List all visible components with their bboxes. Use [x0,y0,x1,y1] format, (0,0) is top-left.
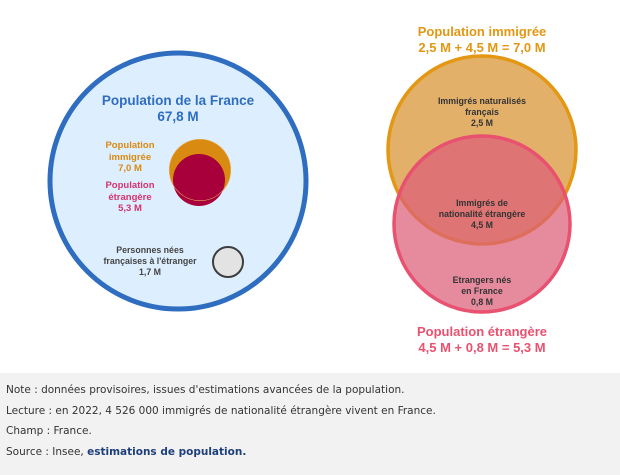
etrangere-small-title-1: Population [105,180,155,191]
source-line: Source : Insee, estimations de populatio… [6,442,614,463]
note-line: Note : données provisoires, issues d'est… [6,384,405,396]
source-link[interactable]: estimations de population. [87,445,247,458]
etrangere-big-circle [392,134,572,314]
nationalite-etrangere-label: Immigrés de nationalité étrangère 4,5 M [417,198,547,232]
etrangere-small-label: Population étrangère 5,3 M [90,180,170,215]
france-label: Population de la France 67,8 M [78,93,278,125]
nationalite-value: 4,5 M [470,220,493,231]
naturalises-label: Immigrés naturalisés français 2,5 M [417,96,547,130]
etrangere-small-circle [173,154,225,206]
etrangere-big-formula: 4,5 M + 0,8 M = 5,3 M [418,339,546,355]
france-title: Population de la France [101,93,255,108]
nes-france-label: Etrangers nés en France 0,8 M [417,275,547,309]
venn-diagram [47,50,578,314]
france-value: 67,8 M [157,109,199,125]
lecture-line: Lecture : en 2022, 4 526 000 immigrés de… [6,404,436,417]
nes-france-line-2: en France [461,286,503,297]
nes-etranger-circle [212,246,244,278]
etrangere-big-title: Population étrangère 4,5 M + 0,8 M = 5,3… [372,324,592,355]
nes-etranger-line-1: Personnes nées [116,245,184,255]
nes-etranger-value: 1,7 M [138,267,161,277]
source-prefix: Source : Insee, [6,445,88,458]
naturalises-line-1: Immigrés naturalisés [437,96,526,106]
nes-france-value: 0,8 M [470,297,493,308]
naturalises-value: 2,5 M [470,118,493,129]
immigree-big-formula: 2,5 M + 4,5 M = 7,0 M [418,39,546,55]
immigree-small-title-1: Population [105,140,155,151]
etrangere-small-title-2: étrangère [108,191,152,203]
immigree-small-label: Population immigrée 7,0 M [90,140,170,175]
nationalite-line-1: Immigrés de [456,198,508,208]
naturalises-line-2: français [465,107,499,118]
nes-etranger-label: Personnes nées françaises à l'étranger 1… [85,245,215,278]
immigree-big-title: Population immigrée 2,5 M + 4,5 M = 7,0 … [382,24,582,55]
immigree-small-title-2: immigrée [108,151,152,163]
immigree-big-title-text: Population immigrée [417,24,547,39]
nes-etranger-line-2: françaises à l'étranger [103,256,197,266]
figure-notes: Note : données provisoires, issues d'est… [6,380,614,462]
venn-figure: Population de la France 67,8 M Populatio… [0,0,620,373]
champ-line: Champ : France. [6,425,92,437]
nationalite-line-2: nationalité étrangère [438,209,526,220]
nes-france-line-1: Etrangers nés [452,275,512,285]
etrangere-small-value: 5,3 M [118,203,142,215]
etrangere-big-title-text: Population étrangère [416,324,548,339]
immigree-small-value: 7,0 M [118,163,142,175]
